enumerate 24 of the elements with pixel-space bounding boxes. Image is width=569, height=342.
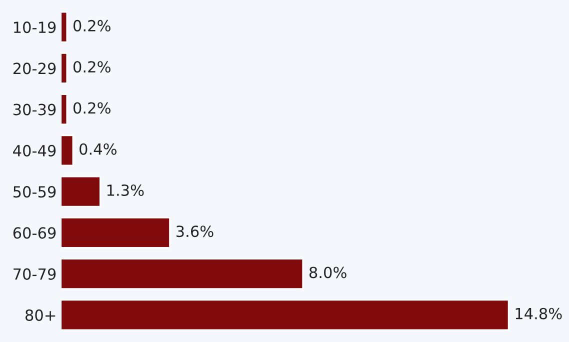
- y-tick-label: 50-59: [14, 186, 56, 198]
- bar: [60, 299, 510, 331]
- y-tick-label: 20-29: [13, 62, 56, 74]
- bar: [60, 258, 304, 290]
- y-tick-label: 10-19: [14, 22, 56, 34]
- y-tick-label: 80+: [26, 309, 56, 321]
- data-label: 0.2%: [73, 102, 110, 114]
- bar: [60, 11, 68, 43]
- bar: [60, 134, 74, 166]
- y-tick-label: 70-79: [14, 268, 56, 280]
- bar: [60, 176, 101, 208]
- bar: [60, 216, 170, 248]
- y-tick-label: 60-69: [13, 227, 56, 239]
- bar: [60, 94, 68, 126]
- bar: [60, 52, 68, 84]
- data-label: 8.0%: [309, 266, 346, 278]
- y-tick-label: 30-39: [13, 104, 56, 116]
- y-tick-label: 40-49: [13, 144, 56, 156]
- data-label: 0.2%: [73, 61, 110, 73]
- data-label: 0.2%: [73, 20, 110, 32]
- data-label: 3.6%: [176, 226, 214, 238]
- data-label: 14.8%: [516, 308, 562, 320]
- data-label: 0.4%: [80, 143, 117, 155]
- data-label: 1.3%: [107, 184, 144, 196]
